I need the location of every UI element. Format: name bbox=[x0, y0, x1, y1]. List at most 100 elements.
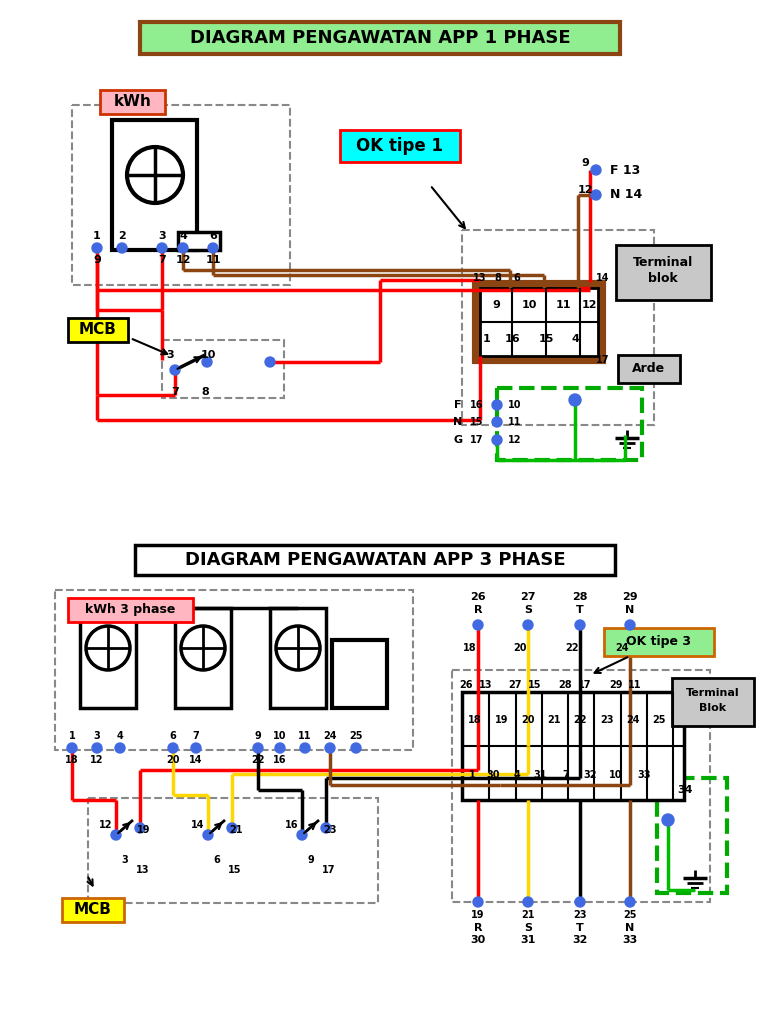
Circle shape bbox=[591, 190, 601, 200]
Text: 15: 15 bbox=[528, 680, 541, 690]
Circle shape bbox=[178, 243, 188, 253]
Text: 30: 30 bbox=[486, 770, 500, 780]
Bar bbox=[618, 355, 680, 383]
Text: R: R bbox=[474, 923, 482, 933]
Text: 18: 18 bbox=[65, 755, 79, 765]
Bar bbox=[657, 778, 727, 893]
Text: 22: 22 bbox=[565, 643, 579, 653]
Text: DIAGRAM PENGAWATAN APP 1 PHASE: DIAGRAM PENGAWATAN APP 1 PHASE bbox=[190, 29, 571, 47]
Text: 15: 15 bbox=[470, 417, 484, 427]
Text: 12: 12 bbox=[99, 820, 113, 830]
Text: 11: 11 bbox=[628, 680, 642, 690]
Text: 23: 23 bbox=[601, 715, 614, 725]
Text: 17: 17 bbox=[578, 680, 592, 690]
Bar bbox=[178, 232, 220, 250]
Text: 13: 13 bbox=[473, 273, 487, 283]
Text: OK tipe 3: OK tipe 3 bbox=[627, 636, 691, 648]
Circle shape bbox=[300, 743, 310, 753]
Text: 11: 11 bbox=[298, 731, 312, 741]
Circle shape bbox=[575, 897, 585, 907]
Text: 10: 10 bbox=[521, 300, 537, 310]
Text: 17: 17 bbox=[470, 435, 484, 445]
Circle shape bbox=[265, 357, 275, 367]
Circle shape bbox=[170, 365, 180, 375]
Text: 17: 17 bbox=[323, 865, 336, 874]
Bar bbox=[480, 288, 598, 356]
Text: DIAGRAM PENGAWATAN APP 3 PHASE: DIAGRAM PENGAWATAN APP 3 PHASE bbox=[184, 551, 565, 569]
Text: 10: 10 bbox=[273, 731, 286, 741]
Text: 8: 8 bbox=[495, 273, 502, 283]
Text: 9: 9 bbox=[581, 158, 589, 168]
Text: 4: 4 bbox=[571, 334, 579, 344]
Text: 7: 7 bbox=[193, 731, 200, 741]
Text: 23: 23 bbox=[573, 910, 587, 920]
Text: 25: 25 bbox=[624, 910, 637, 920]
Text: 27: 27 bbox=[508, 680, 521, 690]
Text: 15: 15 bbox=[538, 334, 554, 344]
Text: 14: 14 bbox=[189, 755, 203, 765]
Bar bbox=[340, 130, 460, 162]
Text: 10: 10 bbox=[200, 350, 216, 360]
Text: kWh: kWh bbox=[114, 94, 151, 110]
Text: OK tipe 1: OK tipe 1 bbox=[356, 137, 443, 155]
Text: 3: 3 bbox=[166, 350, 174, 360]
Text: 12: 12 bbox=[578, 185, 593, 195]
Text: 3: 3 bbox=[121, 855, 128, 865]
Circle shape bbox=[135, 823, 145, 833]
Text: blok: blok bbox=[648, 271, 678, 285]
Bar bbox=[462, 230, 654, 425]
Bar bbox=[68, 598, 193, 622]
Text: 16: 16 bbox=[470, 400, 484, 410]
Text: 22: 22 bbox=[251, 755, 265, 765]
Text: 12: 12 bbox=[581, 300, 597, 310]
Text: 21: 21 bbox=[521, 910, 535, 920]
Text: 14: 14 bbox=[596, 273, 610, 283]
Circle shape bbox=[523, 620, 533, 630]
Bar bbox=[162, 340, 284, 398]
Text: T: T bbox=[576, 605, 584, 615]
Text: T: T bbox=[576, 923, 584, 933]
Text: 3: 3 bbox=[158, 231, 166, 241]
Circle shape bbox=[208, 243, 218, 253]
Text: 33: 33 bbox=[622, 935, 637, 945]
Text: G: G bbox=[453, 435, 462, 445]
Text: Arde: Arde bbox=[632, 362, 666, 376]
Text: 19: 19 bbox=[472, 910, 485, 920]
Bar bbox=[175, 608, 231, 708]
Text: 12: 12 bbox=[91, 755, 104, 765]
Text: 21: 21 bbox=[230, 825, 243, 835]
Text: N: N bbox=[625, 605, 634, 615]
Text: 26: 26 bbox=[459, 680, 473, 690]
Circle shape bbox=[92, 743, 102, 753]
Circle shape bbox=[275, 743, 285, 753]
Text: 16: 16 bbox=[504, 334, 520, 344]
Circle shape bbox=[569, 394, 581, 406]
Bar bbox=[332, 640, 387, 708]
Text: 11: 11 bbox=[555, 300, 571, 310]
Text: 6: 6 bbox=[514, 273, 521, 283]
Text: 34: 34 bbox=[677, 785, 693, 795]
Circle shape bbox=[276, 626, 320, 670]
Bar bbox=[68, 318, 128, 342]
Circle shape bbox=[202, 357, 212, 367]
Circle shape bbox=[203, 830, 213, 840]
Text: 16: 16 bbox=[273, 755, 286, 765]
Circle shape bbox=[473, 897, 483, 907]
Bar bbox=[80, 608, 136, 708]
Text: F: F bbox=[454, 400, 462, 410]
Text: 29: 29 bbox=[622, 592, 637, 602]
Text: 12: 12 bbox=[175, 255, 190, 265]
Bar bbox=[616, 245, 711, 300]
Circle shape bbox=[181, 626, 225, 670]
Circle shape bbox=[117, 243, 127, 253]
Circle shape bbox=[191, 743, 201, 753]
Text: 23: 23 bbox=[323, 825, 336, 835]
Circle shape bbox=[591, 165, 601, 175]
Text: 4: 4 bbox=[117, 731, 124, 741]
Text: 3: 3 bbox=[94, 731, 101, 741]
Text: F 13: F 13 bbox=[610, 164, 641, 176]
Text: 1: 1 bbox=[93, 231, 101, 241]
Circle shape bbox=[115, 743, 125, 753]
Text: R: R bbox=[474, 605, 482, 615]
Text: 9: 9 bbox=[255, 731, 261, 741]
